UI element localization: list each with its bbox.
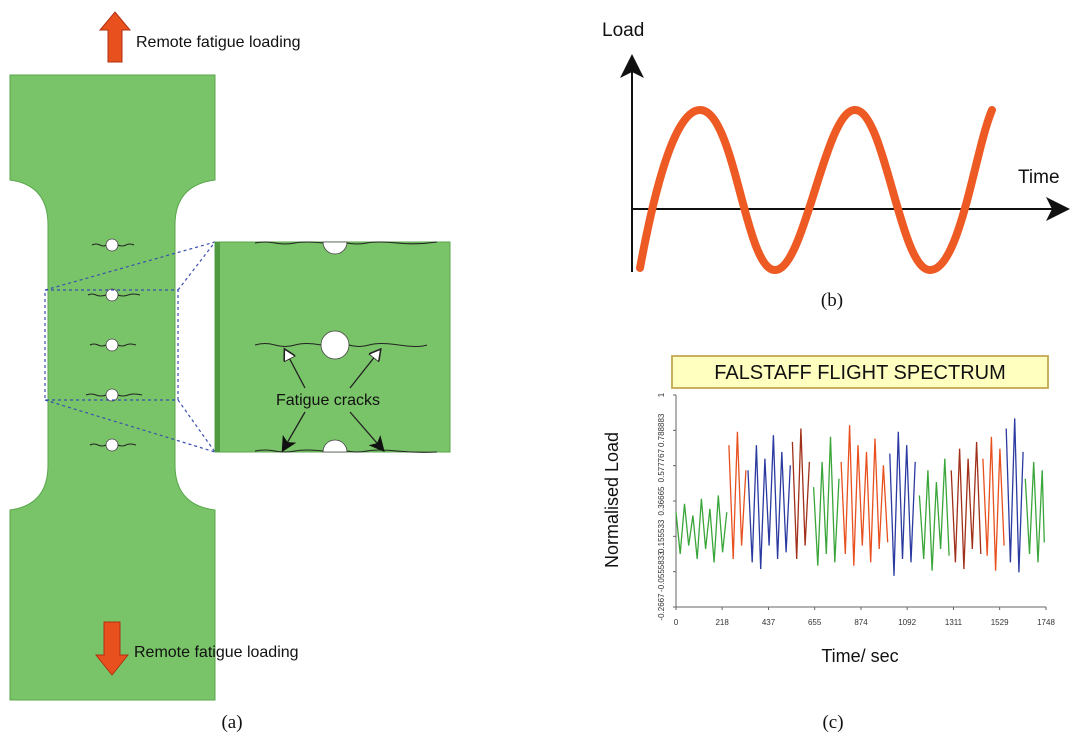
y-tick-label: -0.0555833 bbox=[657, 551, 666, 592]
x-tick-label: 1092 bbox=[898, 618, 916, 627]
y-tick-label: 0.577767 bbox=[657, 448, 666, 482]
x-tick-label: 218 bbox=[715, 618, 729, 627]
sine-curve bbox=[640, 110, 992, 270]
x-tick-label: 0 bbox=[674, 618, 679, 627]
crack-label: Fatigue cracks bbox=[276, 392, 380, 409]
panel-b: Load Time (b) bbox=[602, 20, 1066, 311]
x-axis-label: Time/ sec bbox=[821, 646, 898, 666]
x-tick-label: 874 bbox=[854, 618, 868, 627]
load-arrow-top bbox=[100, 12, 130, 62]
panel-a: Remote fatigue loading bbox=[10, 12, 450, 733]
top-label: Remote fatigue loading bbox=[136, 34, 301, 51]
zoom-edge bbox=[215, 242, 220, 452]
y-tick-label: 0.36665 bbox=[657, 486, 666, 515]
y-label: Load bbox=[602, 20, 644, 41]
panel-c: FALSTAFF FLIGHT SPECTRUM Normalised Load… bbox=[602, 356, 1055, 733]
y-tick-label: 1 bbox=[657, 392, 666, 397]
y-axis-label: Normalised Load bbox=[602, 432, 622, 568]
x-tick-label: 1748 bbox=[1037, 618, 1055, 627]
y-tick-label: 0.788883 bbox=[657, 413, 666, 447]
caption: (c) bbox=[822, 712, 843, 733]
chart-title: FALSTAFF FLIGHT SPECTRUM bbox=[714, 362, 1006, 384]
y-tick-label: -0.2667 bbox=[657, 593, 666, 621]
bottom-label: Remote fatigue loading bbox=[134, 644, 299, 661]
caption: (b) bbox=[821, 290, 843, 311]
x-tick-label: 655 bbox=[808, 618, 822, 627]
specimen bbox=[10, 75, 215, 700]
x-tick-label: 437 bbox=[762, 618, 776, 627]
caption: (a) bbox=[221, 712, 242, 733]
x-tick-label: 1529 bbox=[991, 618, 1009, 627]
x-label: Time bbox=[1018, 167, 1060, 188]
x-tick-label: 1311 bbox=[945, 618, 963, 627]
figure: Remote fatigue loading bbox=[0, 0, 1071, 740]
figure-canvas: Remote fatigue loading bbox=[0, 0, 1071, 740]
y-tick-label: 0.155533 bbox=[657, 519, 666, 553]
